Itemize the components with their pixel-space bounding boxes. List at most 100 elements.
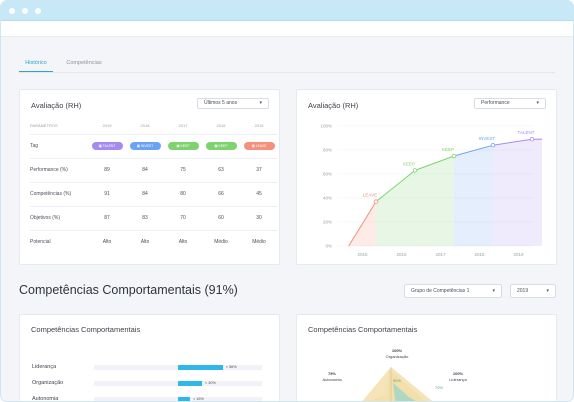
- card-title: Avaliação (RH): [31, 101, 82, 110]
- chart-series-line: [348, 201, 377, 247]
- table-row-tag: Tag ▣ TALENT ▣ INVEST ▣ KEEP ▣ KEEP ▣ LE…: [30, 134, 278, 159]
- radar-area: [362, 367, 433, 401]
- chart-data-point: [412, 168, 418, 173]
- tab-historico[interactable]: Histórico: [19, 59, 53, 72]
- x-tick-label: 2018: [474, 252, 485, 257]
- chart-data-point: [451, 153, 457, 159]
- radar-axis-label: Liderança: [449, 377, 467, 382]
- chart-point-label: LEAVE: [363, 193, 377, 198]
- x-tick-label: 2015: [357, 252, 368, 257]
- tab-bar: Histórico Competências: [19, 59, 555, 73]
- table-cell: 84: [126, 182, 164, 207]
- table-cell: Médio: [214, 239, 228, 246]
- tag-cell: ▣ KEEP: [164, 134, 202, 159]
- radar-axis-percent: 75%: [328, 371, 336, 376]
- y-tick-label: 100%: [320, 124, 332, 129]
- table-cell: 30: [240, 206, 278, 231]
- table-cell: Médio: [252, 239, 266, 246]
- competency-group-value: Grupo de Competências 1: [411, 288, 470, 294]
- tag-badge: ▣ KEEP: [167, 142, 199, 150]
- table-row-objetivos: Objetivos (%) 87 83 70 60 30: [30, 206, 278, 231]
- radar-inner-value: 90%: [393, 378, 401, 383]
- radar-axis-label: Autonomia: [322, 377, 342, 382]
- y-tick-label: 60%: [323, 172, 332, 177]
- chart-zone: [532, 139, 542, 246]
- table-cell: 37: [240, 158, 278, 183]
- bar-track: < 30%: [94, 381, 262, 386]
- chart-point-label: KEEP: [442, 147, 454, 152]
- bar-label: Autonomia: [32, 396, 59, 402]
- param-header: PARÂMETROS: [30, 118, 88, 135]
- year-header: 2018: [126, 118, 164, 135]
- table-cell: Alto: [102, 239, 112, 246]
- chart-series-line: [375, 170, 416, 202]
- period-select[interactable]: Últimos 5 anos ▾: [197, 98, 269, 109]
- chart-data-point: [373, 199, 379, 204]
- evaluation-table: PARÂMETROS 2019 2018 2017 2016 2015 Tag …: [30, 118, 278, 254]
- x-tick-label: 2016: [396, 252, 407, 257]
- bar-fill: [178, 397, 190, 401]
- chevron-down-icon: ▾: [546, 288, 549, 294]
- window-close-dot[interactable]: [9, 8, 15, 14]
- year-header: 2017: [164, 118, 202, 135]
- bar-value-label: < 30%: [205, 381, 216, 385]
- table-cell: 84: [126, 158, 164, 183]
- tag-badge: ▣ KEEP: [205, 142, 237, 150]
- chart-point-label: KEEP: [403, 161, 415, 166]
- chevron-down-icon: ▾: [259, 100, 262, 106]
- chart-point-label: TALENT: [518, 130, 535, 135]
- performance-area-chart: 0% 20% 40% 60% 80% 100% LEAVE KEEP KEEP INVEST TAL…: [320, 124, 542, 257]
- tag-cell: ▣ INVEST: [126, 134, 164, 159]
- evaluation-chart-card: Avaliação (RH) Performance ▾ 0% 20% 40% 60%…: [296, 89, 557, 265]
- competency-group-select[interactable]: Grupo de Competências 1 ▾: [404, 284, 502, 298]
- card-title: Competências Comportamentais: [31, 325, 141, 334]
- table-row-potencial: Potencial Alto Alto Alto Médio Médio: [30, 230, 278, 254]
- bar-row: Organização < 30%: [32, 379, 272, 387]
- radar-inner-area: [393, 383, 416, 401]
- bar-row: Autonomia < 15%: [32, 395, 272, 402]
- y-tick-label: 40%: [323, 196, 332, 201]
- bar-value-label: < 56%: [225, 365, 237, 369]
- table-cell: 91: [88, 182, 126, 207]
- bar-fill: [178, 381, 202, 386]
- table-cell: 89: [88, 158, 126, 183]
- table-cell: 83: [126, 206, 164, 231]
- bar-track: < 15%: [94, 397, 262, 401]
- table-cell: 75: [164, 158, 202, 183]
- chart-zone: [493, 139, 532, 246]
- y-tick-label: 80%: [323, 148, 332, 153]
- chart-zone: [415, 156, 454, 246]
- year-select-value: 2019: [517, 288, 529, 294]
- metric-select[interactable]: Performance ▾: [474, 98, 546, 109]
- year-select[interactable]: 2019 ▾: [510, 284, 556, 298]
- table-cell: 60: [202, 206, 240, 231]
- tag-badge: ▣ LEAVE: [243, 142, 275, 150]
- table-cell: 45: [240, 182, 278, 207]
- tag-cell: ▣ TALENT: [88, 134, 126, 159]
- chevron-down-icon: ▾: [492, 288, 495, 294]
- x-tick-label: 2017: [435, 252, 446, 257]
- bar-row: Liderança < 56%: [32, 363, 272, 371]
- row-label: Competências (%): [30, 182, 88, 207]
- table-cell: 80: [164, 182, 202, 207]
- card-title: Avaliação (RH): [308, 101, 359, 110]
- window-minimize-dot[interactable]: [22, 8, 28, 14]
- y-tick-label: 0%: [325, 244, 332, 249]
- row-label: Objetivos (%): [30, 206, 88, 231]
- evaluation-table-card: Avaliação (RH) Últimos 5 anos ▾ PARÂMETR…: [19, 89, 280, 265]
- row-label: Tag: [30, 134, 88, 159]
- tag-badge: ▣ INVEST: [129, 142, 161, 150]
- window-titlebar: [1, 1, 573, 21]
- table-cell: 63: [202, 158, 240, 183]
- row-label: Potencial: [30, 239, 51, 246]
- chart-point-label: INVEST: [479, 136, 496, 141]
- behavior-bars-card: Competências Comportamentais Liderança < …: [19, 314, 280, 402]
- bar-label: Organização: [32, 380, 64, 386]
- tab-competencias[interactable]: Competências: [66, 60, 102, 66]
- tag-cell: ▣ KEEP: [202, 134, 240, 159]
- chart-series-line: [453, 144, 494, 157]
- window-maximize-dot[interactable]: [35, 8, 41, 14]
- year-header: 2016: [202, 118, 240, 135]
- metric-select-value: Performance: [481, 100, 510, 106]
